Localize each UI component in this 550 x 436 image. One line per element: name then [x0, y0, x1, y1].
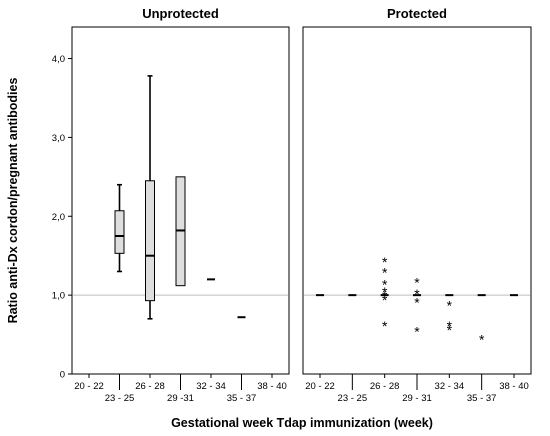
- x-axis-title: Gestational week Tdap immunization (week…: [171, 416, 433, 430]
- outlier-2-1-4: *: [382, 284, 388, 300]
- y-tick-label-2: 1,0: [52, 291, 65, 302]
- x-tick-label-2-6: 35 - 37: [467, 393, 497, 404]
- outlier-2-1-2: *: [382, 264, 388, 280]
- x-tick-label-1-4: 29 -31: [167, 393, 194, 404]
- y-tick-label-4: 3,0: [52, 133, 65, 144]
- outlier-2-3-3: *: [447, 322, 453, 338]
- y-tick-label-5: 4,0: [52, 54, 65, 65]
- panel-title-2: Protected: [387, 6, 447, 21]
- x-tick-label-2-4: 29 - 31: [402, 393, 432, 404]
- box-1-2: [145, 180, 155, 302]
- x-tick-label-1-1: 20 - 22: [74, 381, 104, 392]
- outlier-2-1-6: *: [382, 292, 388, 308]
- panel-title-1: Unprotected: [142, 6, 219, 21]
- y-tick-label-1: 0: [60, 370, 65, 381]
- y-tick-label-3: 2,0: [52, 212, 65, 223]
- y-axis-title: Ratio anti-Dx cordon/pregnant antibodies: [6, 78, 20, 324]
- x-tick-label-2-7: 38 - 40: [499, 381, 529, 392]
- x-tick-label-2-3: 26 - 28: [370, 381, 400, 392]
- box-1-1: [114, 210, 125, 254]
- outlier-2-3-1: *: [447, 298, 453, 314]
- outlier-2-4-1: *: [479, 332, 485, 348]
- outlier-2-2-2: *: [414, 286, 420, 302]
- x-tick-label-2-1: 20 - 22: [305, 381, 335, 392]
- outlier-2-1-1: *: [382, 254, 388, 270]
- outlier-2-3-2: *: [447, 318, 453, 334]
- outlier-2-1-7: *: [382, 318, 388, 334]
- x-tick-label-1-5: 32 - 34: [196, 381, 226, 392]
- x-tick-label-1-6: 35 - 37: [227, 393, 257, 404]
- outlier-2-2-3: *: [414, 294, 420, 310]
- x-tick-label-1-3: 26 - 28: [135, 381, 165, 392]
- x-tick-label-1-2: 23 - 25: [105, 393, 135, 404]
- x-tick-label-1-7: 38 - 40: [257, 381, 287, 392]
- outlier-2-1-3: *: [382, 276, 388, 292]
- x-tick-label-2-5: 32 - 34: [435, 381, 465, 392]
- outlier-2-1-5: *: [382, 288, 388, 304]
- outlier-2-2-1: *: [414, 275, 420, 291]
- x-tick-label-2-2: 23 - 25: [338, 393, 368, 404]
- panel-frame-2: [302, 26, 532, 375]
- outlier-2-2-4: *: [414, 324, 420, 340]
